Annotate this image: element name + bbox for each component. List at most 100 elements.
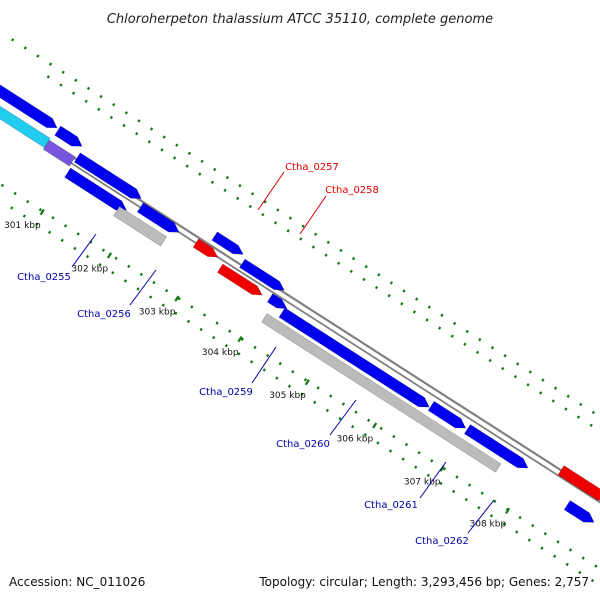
guide-dot [493, 499, 497, 504]
feature-arrow [463, 424, 529, 469]
guide-dot [175, 143, 179, 147]
guide-dot [564, 407, 568, 411]
guide-dot [190, 305, 194, 309]
guide-dot [22, 214, 27, 218]
gene-leader-line [129, 269, 157, 306]
guide-dot [63, 224, 68, 228]
guide-dot [442, 467, 446, 471]
genome-summary: Topology: circular; Length: 3,293,456 bp… [258, 575, 589, 589]
gene-label: Ctha_0261 [364, 500, 418, 511]
guide-dot [568, 548, 573, 552]
guide-dot [187, 151, 192, 155]
scale-tick-label: 304 kbp [202, 348, 239, 358]
guide-dot [265, 353, 270, 358]
guide-dot [314, 232, 318, 236]
guide-dot [147, 140, 151, 144]
guide-dot [48, 62, 53, 66]
guide-dot [11, 38, 15, 42]
guide-dot [112, 102, 116, 107]
guide-dot [198, 172, 202, 176]
guide-dot [465, 329, 469, 334]
guide-dot [581, 556, 585, 560]
guide-dot [86, 86, 91, 91]
guide-dot [98, 262, 102, 267]
map-title: Chloroherpeton thalassium ATCC 35110, co… [107, 12, 493, 27]
feature-pseudo [113, 206, 168, 247]
guide-dot [325, 408, 329, 413]
feature-rna [0, 105, 51, 149]
scale-tick-label: 302 kbp [71, 264, 108, 274]
guide-dot [455, 475, 459, 479]
guide-dot [172, 156, 177, 160]
guide-dot [161, 303, 165, 307]
scale-ticks: 301 kbp 302 kbp 303 kbp 304 kbp 305 kbp 306 k… [4, 209, 511, 530]
guide-dot [61, 70, 65, 74]
scale-tick [372, 422, 378, 429]
guide-dot [377, 273, 381, 277]
guide-dot [440, 313, 444, 317]
guide-dot [540, 546, 544, 550]
guide-dot [262, 368, 266, 372]
guide-dot [278, 361, 282, 366]
guide-dot [240, 337, 244, 341]
gene-label: Ctha_0258 [325, 185, 379, 196]
guide-dot [480, 491, 484, 495]
guide-dot [430, 459, 434, 463]
guide-dot [228, 329, 232, 333]
guide-dot [362, 277, 366, 282]
guide-dot [46, 75, 50, 79]
guide-dot [566, 394, 570, 398]
guide-dot [452, 321, 457, 326]
guide-dot [379, 426, 383, 431]
guide-dot [591, 410, 596, 415]
guide-dot [127, 264, 131, 269]
guide-dot [174, 311, 178, 315]
guide-dot [539, 391, 543, 395]
guide-dot [477, 506, 481, 510]
guide-dot [401, 457, 405, 461]
guide-dot [99, 94, 103, 99]
gene-label: Ctha_0262 [415, 536, 469, 547]
guide-dot [275, 376, 279, 380]
guide-dot [236, 196, 240, 201]
guide-dot [74, 78, 78, 83]
guide-dot [123, 279, 128, 283]
gene-leader-line [71, 233, 97, 268]
guide-dot [376, 441, 380, 445]
guide-dot [263, 200, 267, 204]
guide-dot [594, 564, 598, 568]
guide-dot [589, 423, 593, 427]
guide-dot [552, 554, 557, 558]
guide-dot [224, 343, 228, 348]
guide-dot [366, 418, 371, 422]
guide-dot [137, 119, 141, 123]
guide-dot [349, 269, 353, 274]
guide-dot [13, 191, 17, 196]
guide-dot [162, 135, 166, 139]
feature-arrow [278, 307, 430, 408]
guide-dot [363, 433, 367, 437]
guide-dot [286, 229, 290, 233]
guide-dot [273, 221, 278, 225]
feature-arrow [266, 293, 288, 309]
guide-dot [35, 222, 39, 226]
guide-dot [288, 216, 293, 220]
guide-dot [464, 497, 468, 502]
scale-tick [237, 335, 243, 343]
gene-leader-line [329, 399, 357, 436]
guide-dot [200, 159, 204, 164]
guide-dot [47, 230, 52, 234]
guide-dot [148, 295, 153, 299]
guide-dot [202, 313, 207, 317]
feature-tracks [0, 84, 600, 523]
guide-dot [475, 350, 480, 355]
guide-dot [101, 248, 106, 252]
gene-label: Ctha_0259 [199, 387, 253, 398]
feature-arrow [0, 84, 58, 129]
feature-arrow [217, 263, 263, 296]
scale-tick-label: 306 kbp [337, 434, 374, 444]
scale-tick [106, 252, 113, 259]
feature-arrow [563, 500, 595, 523]
guide-dot [73, 246, 77, 251]
